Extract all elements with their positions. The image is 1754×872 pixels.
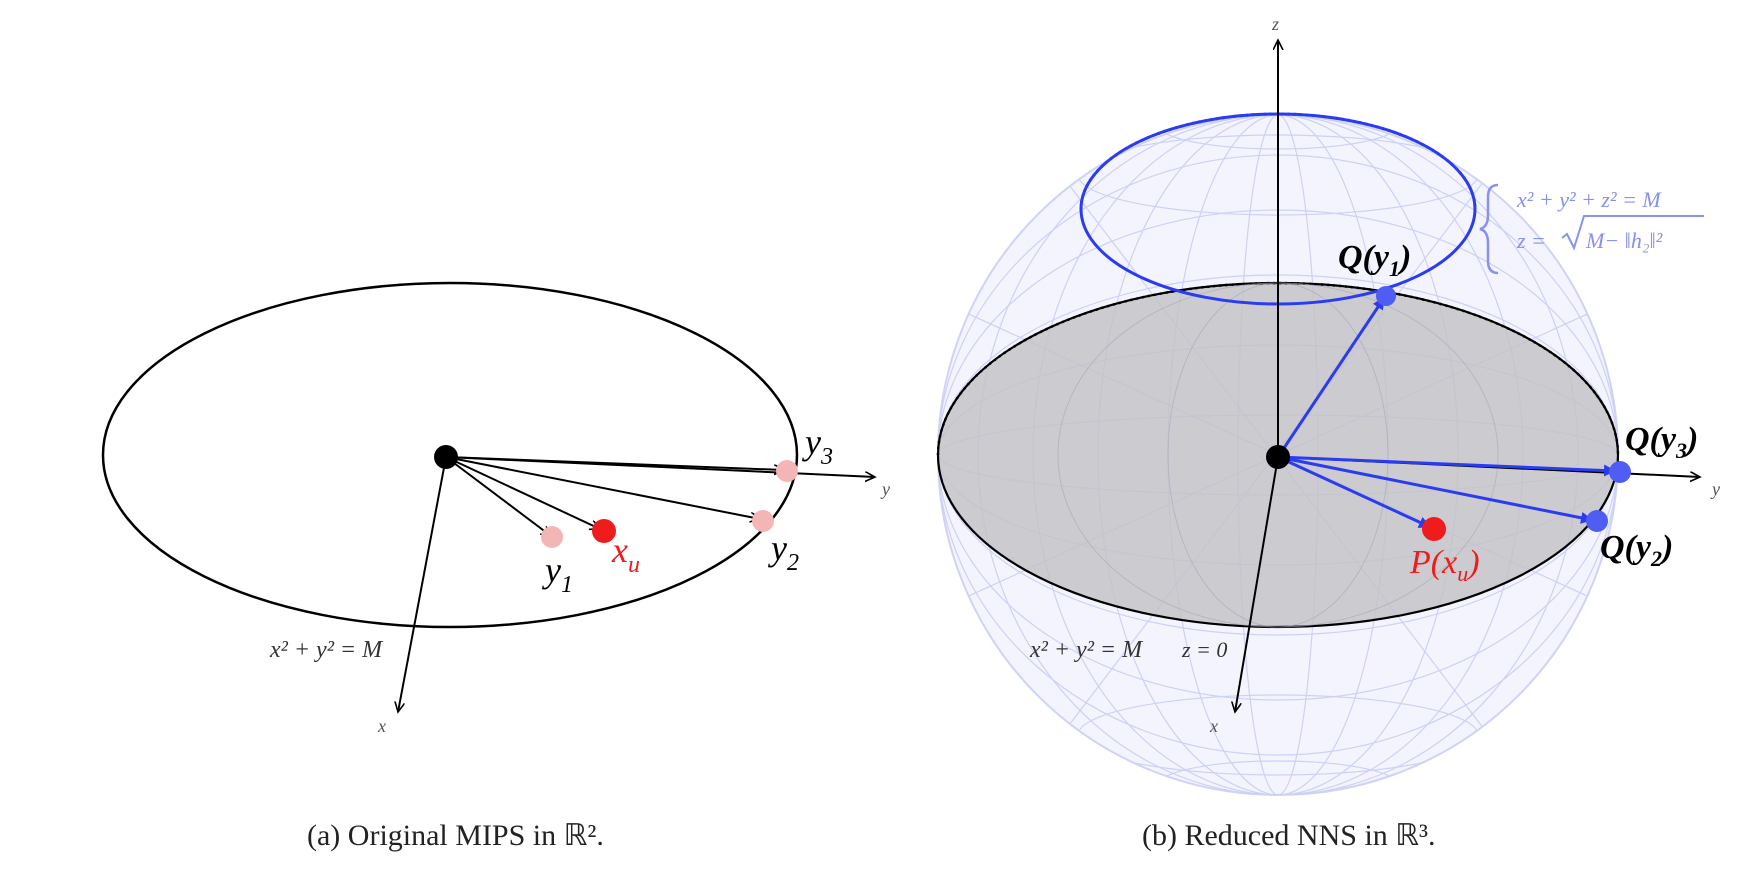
point-y3 bbox=[776, 460, 798, 482]
vector-q-y2 bbox=[1277, 455, 1593, 524]
caption-a: (a) Original MIPS in ℝ². bbox=[307, 819, 604, 852]
constraint-label-a: x² + y² = M bbox=[269, 637, 384, 663]
z-height-equation-pre: z = bbox=[1516, 228, 1546, 253]
axis-y-label-a: y bbox=[880, 479, 890, 499]
axis-x-label-b: x bbox=[1209, 716, 1218, 736]
sphere-equation: x² + y² + z² = M bbox=[1516, 187, 1662, 212]
vector-y3 bbox=[445, 456, 784, 470]
axis-x-label-a: x bbox=[377, 716, 386, 736]
label-q-y1: Q(y1) bbox=[1338, 239, 1411, 281]
label-y1: y1 bbox=[542, 550, 573, 598]
point-q-y1 bbox=[1376, 286, 1396, 306]
point-q-y3 bbox=[1609, 461, 1631, 483]
point-y1 bbox=[541, 526, 563, 548]
point-p-xu bbox=[1422, 517, 1446, 541]
axis-y-label-b: y bbox=[1710, 479, 1720, 499]
vector-p-xu bbox=[1277, 455, 1431, 529]
circle-x2-y2-M bbox=[101, 281, 799, 629]
origin-point-a bbox=[434, 445, 458, 469]
upper-circle-back-dotted bbox=[1079, 112, 1477, 210]
point-xu bbox=[592, 519, 616, 543]
z-height-equation-rad: M− ‖h₂‖² bbox=[1585, 228, 1663, 253]
sqrt-sign bbox=[1561, 215, 1704, 251]
label-xu: xu bbox=[611, 530, 640, 578]
panel-b: Q(y1) Q(y3) Q(y2) P(xu) z y x x² + y² = … bbox=[936, 14, 1720, 852]
point-q-y2 bbox=[1586, 510, 1608, 532]
z-zero-label: z = 0 bbox=[1181, 637, 1227, 662]
axis-z-label: z bbox=[1271, 14, 1279, 34]
axis-x-arrow bbox=[398, 456, 447, 712]
brace bbox=[1479, 183, 1499, 275]
constraint-label-b: x² + y² = M bbox=[1029, 637, 1144, 663]
caption-b: (b) Reduced NNS in ℝ³. bbox=[1142, 819, 1436, 852]
label-y3: y3 bbox=[802, 422, 833, 470]
point-y2 bbox=[752, 510, 774, 532]
vector-xu bbox=[445, 456, 600, 529]
label-q-y3: Q(y3) bbox=[1625, 421, 1698, 463]
panel-a: y1 xu y2 y3 y x x² + y² = M (a) Original… bbox=[101, 281, 890, 852]
vector-q-y1 bbox=[1276, 297, 1386, 458]
axis-x-arrow-b bbox=[1235, 456, 1279, 712]
vector-y1 bbox=[445, 456, 551, 536]
origin-point-b bbox=[1266, 445, 1290, 469]
label-q-y2: Q(y2) bbox=[1600, 529, 1673, 571]
vector-q-y3 bbox=[1277, 455, 1616, 477]
label-y2: y2 bbox=[768, 528, 799, 576]
vector-y2 bbox=[445, 456, 760, 519]
label-p-xu: P(xu) bbox=[1409, 544, 1480, 586]
